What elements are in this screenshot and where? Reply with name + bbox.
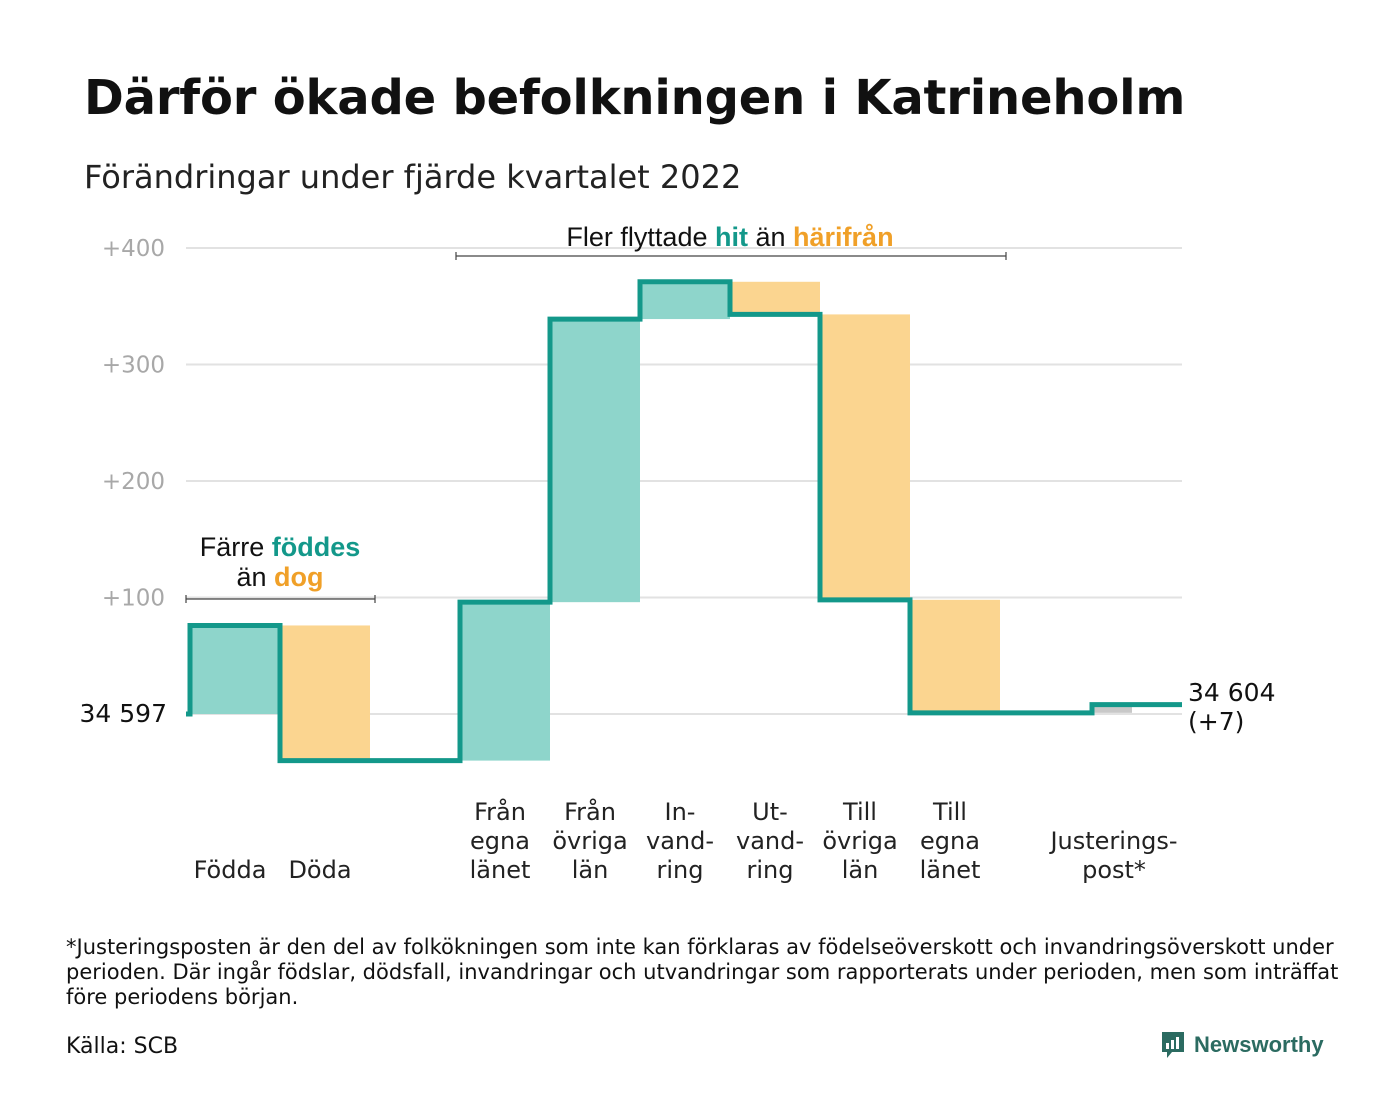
category-label: ring (747, 856, 794, 884)
y-tick-label: +300 (102, 353, 165, 379)
annotation-migration-part: än (748, 222, 793, 252)
annotation-natural-text: Färre föddes (200, 532, 361, 562)
annotation-natural-text: än dog (236, 562, 323, 592)
end-value-label: 34 604 (1188, 678, 1275, 707)
annotation-natural-part: än (236, 562, 274, 592)
bar-outflow (730, 281, 820, 315)
category-label: Justerings- (1048, 827, 1177, 855)
bar-inflow (550, 319, 640, 603)
cumulative-step-line (186, 279, 1182, 764)
footnote: *Justeringsposten är den del av folkökni… (66, 935, 1339, 1009)
category-label: övriga (552, 827, 627, 855)
bar-outflow (820, 314, 910, 600)
chart-subtitle: Förändringar under fjärde kvartalet 2022 (84, 158, 742, 196)
category-label: egna (920, 827, 980, 855)
category-label: län (842, 856, 879, 884)
category-label: Till (932, 798, 967, 826)
category-label: län (572, 856, 609, 884)
annotation-migration-part: härifrån (793, 222, 894, 252)
category-label: vand- (646, 827, 714, 855)
step-line-layer (186, 279, 1182, 764)
annotation-migration-part: hit (715, 222, 748, 252)
start-value-label: 34 597 (80, 699, 167, 728)
category-label: Ut- (752, 798, 788, 826)
category-label: övriga (822, 827, 897, 855)
bars (190, 281, 1132, 761)
annotation-migration-text: Fler flyttade hit än härifrån (566, 222, 893, 252)
category-label: Födda (194, 856, 267, 884)
newsworthy-logo-icon (1162, 1032, 1184, 1058)
bar-outflow (910, 599, 1000, 713)
category-label: Från (474, 797, 526, 826)
category-label: Döda (288, 856, 351, 884)
y-tick-label: +400 (102, 236, 165, 262)
bar-inflow (190, 625, 280, 714)
category-label: Från (564, 797, 616, 826)
bar-inflow (640, 281, 730, 320)
annotation-natural-part: dog (274, 562, 323, 592)
source-label: Källa: SCB (66, 1034, 179, 1059)
y-tick-label: +100 (102, 586, 165, 612)
category-label: In- (665, 798, 696, 826)
end-change-label: (+7) (1188, 707, 1244, 736)
category-label: länet (920, 856, 981, 884)
annotation-migration-part: Fler flyttade (566, 222, 715, 252)
category-label: länet (470, 856, 531, 884)
category-label: ring (657, 856, 704, 884)
category-label: egna (470, 827, 530, 855)
brand-logo: Newsworthy (1160, 1030, 1324, 1060)
annotation-natural-part: Färre (200, 532, 272, 562)
category-label: vand- (736, 827, 804, 855)
bar-adjustment (1092, 704, 1132, 713)
chart-title: Därför ökade befolkningen i Katrineholm (84, 70, 1186, 126)
bar-outflow (280, 625, 370, 761)
category-label: post* (1082, 856, 1146, 884)
annotation-natural-part: föddes (272, 532, 361, 562)
brand-name: Newsworthy (1194, 1032, 1324, 1057)
category-label: Till (842, 798, 877, 826)
bar-inflow (460, 602, 550, 761)
y-tick-label: +200 (102, 469, 165, 495)
